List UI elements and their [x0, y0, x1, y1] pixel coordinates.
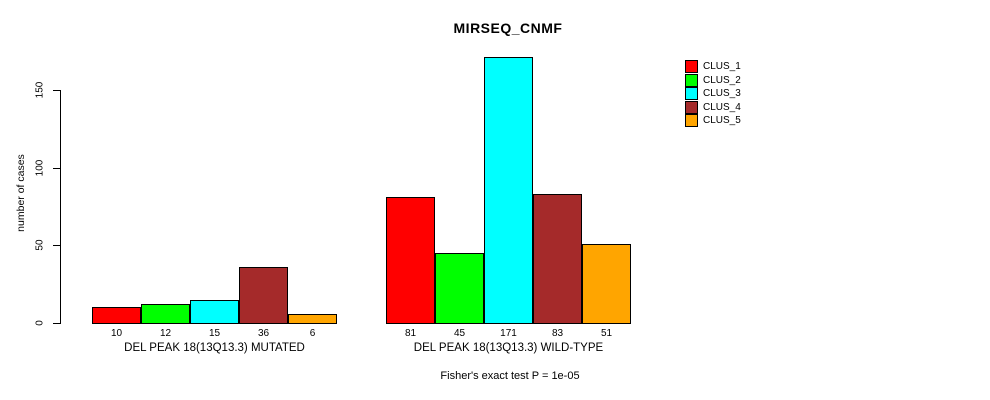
x-group-label-wildtype: DEL PEAK 18(13Q13.3) WILD-TYPE: [413, 342, 604, 354]
bar-value-label: 81: [404, 328, 417, 339]
y-axis-title: number of cases: [15, 154, 27, 232]
legend-item-clus_1: CLUS_1: [685, 60, 741, 74]
bar-clus_5: [582, 244, 631, 324]
legend-swatch-icon: [685, 100, 698, 114]
legend-item-clus_5: CLUS_5: [685, 114, 741, 128]
legend-label: CLUS_5: [703, 115, 741, 127]
bar-value-label: 51: [600, 328, 613, 339]
x-group-label-mutated: DEL PEAK 18(13Q13.3) MUTATED: [124, 342, 305, 354]
bar-clus_5: [288, 314, 337, 324]
legend-label: CLUS_4: [703, 101, 741, 113]
bar-clus_2: [435, 253, 484, 324]
bar-value-label: 83: [551, 328, 564, 339]
legend-item-clus_4: CLUS_4: [685, 100, 741, 115]
bar-clus_4: [239, 267, 288, 324]
bar-value-label: 15: [208, 328, 221, 339]
legend-label: CLUS_3: [703, 88, 741, 100]
bar-clus_1: [92, 307, 141, 324]
bar-clus_3: [190, 300, 239, 324]
y-axis-tick: [53, 167, 60, 169]
legend-swatch-icon: [685, 60, 698, 74]
fisher-test-subtitle: Fisher's exact test P = 1e-05: [440, 370, 580, 382]
y-axis-tick-label: 50: [34, 239, 46, 251]
legend: CLUS_1 CLUS_2 CLUS_3 CLUS_4 CLUS_5: [685, 60, 741, 128]
y-axis-tick: [53, 245, 60, 247]
bar-value-label: 36: [257, 328, 270, 339]
y-axis-tick-label: 150: [34, 81, 46, 99]
bar-clus_4: [533, 194, 582, 324]
y-axis-tick-label: 100: [34, 159, 46, 176]
y-axis-tick: [53, 90, 60, 91]
legend-item-clus_3: CLUS_3: [685, 87, 741, 101]
y-axis-line: [60, 90, 61, 324]
legend-label: CLUS_2: [703, 74, 741, 86]
legend-swatch-icon: [685, 73, 698, 87]
legend-item-clus_2: CLUS_2: [685, 73, 741, 88]
y-axis-tick-label: 0: [34, 320, 46, 326]
bar-value-label: 12: [159, 328, 172, 339]
legend-swatch-icon: [685, 114, 698, 128]
bar-value-label: 171: [500, 328, 517, 339]
legend-label: CLUS_1: [703, 61, 741, 73]
bar-value-label: 45: [453, 328, 466, 339]
y-axis-tick: [53, 323, 60, 324]
bar-clus_3: [484, 57, 533, 324]
bar-value-label: 6: [309, 328, 316, 339]
bar-clus_2: [141, 304, 190, 324]
legend-swatch-icon: [685, 87, 698, 101]
bar-value-label: 10: [110, 328, 123, 339]
bar-clus_1: [386, 197, 435, 324]
chart-title: MIRSEQ_CNMF: [453, 20, 563, 36]
